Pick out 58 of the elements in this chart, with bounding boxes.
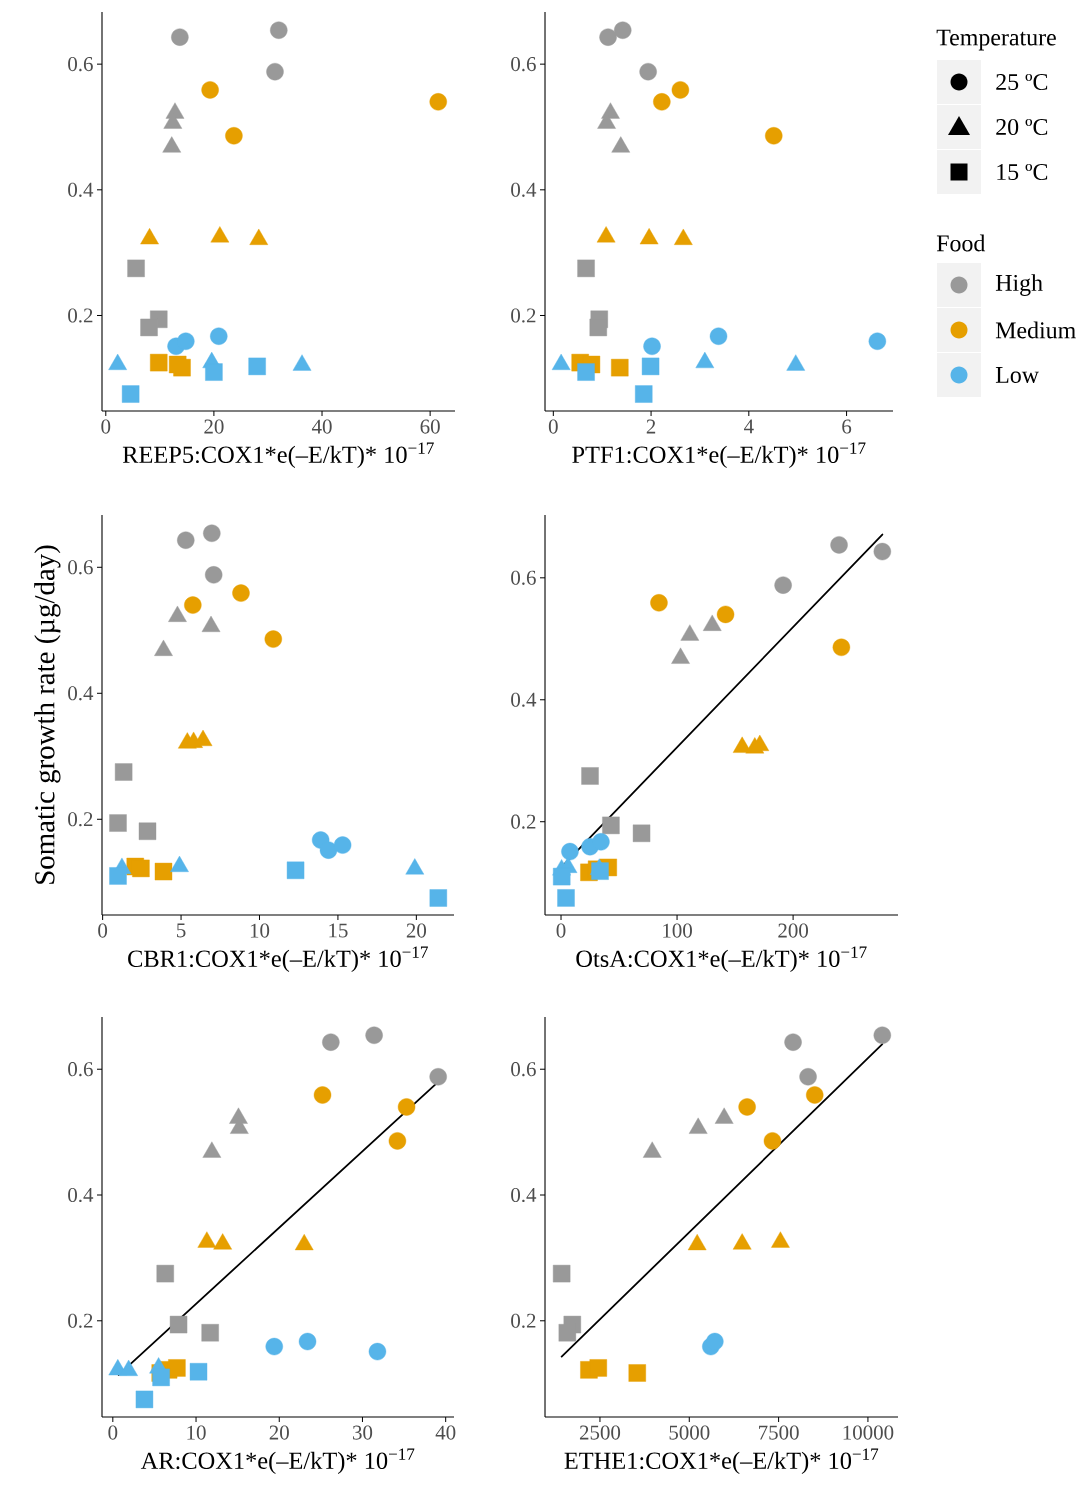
text: Medium [995,321,1076,339]
y-tick-label: 0.4 [68,182,94,197]
y-tick-label: 0.4 [511,182,537,197]
x-axis-title: REEP5:COX1*e(–E/kT)* 10$^{−17}$ [122,442,434,468]
x-tick-label: 30 [353,1425,373,1440]
y-tick-label: 0.4 [511,1187,537,1203]
x-axis-title: OtsA:COX1*e(–E/kT)* 10$^{−17}$ [576,946,867,972]
x-tick-label: 2 [646,419,656,434]
x-tick-label: 6 [842,419,852,434]
x-tick-label: 10 [187,1425,206,1440]
x-tick-label: 5 [177,923,186,938]
y-tick-label: 0.6 [511,570,536,585]
x-tick-label: 0 [108,1425,118,1440]
x-tick-label: 40 [435,1425,456,1440]
y-tick-label: 0.2 [68,308,93,323]
x-axis-title: ETHE1:COX1*e(–E/kT)* 10$^{−17}$ [564,1448,879,1474]
x-tick-label: 0 [556,923,566,938]
x-tick-label: 10 [250,923,270,938]
x-tick-label: 60 [420,419,440,434]
x-tick-label: 7500 [759,1425,799,1440]
x-tick-label: 4 [744,419,754,434]
x-tick-label: 20 [406,923,427,938]
x-tick-label: 0 [548,419,558,434]
text: High [995,274,1043,296]
text: 20 ºC [996,118,1048,136]
x-tick-label: 20 [269,1425,289,1440]
text: Low [995,367,1039,383]
y-tick-label: 0.2 [511,308,536,323]
x-tick-label: 40 [311,419,332,434]
x-tick-label: 200 [778,923,809,938]
x-axis-title: AR:COX1*e(–E/kT)* 10$^{−17}$ [140,1448,415,1474]
y-tick-label: 0.6 [68,57,93,72]
y-tick-label: 0.2 [68,1313,93,1328]
x-tick-label: 20 [204,419,224,434]
y-tick-label: 0.6 [511,1062,536,1077]
text: Food [936,234,986,252]
text: Temperature [936,29,1056,51]
y-tick-label: 0.2 [68,812,93,827]
x-axis-title: PTF1:COX1*e(–E/kT)* 10$^{−17}$ [572,442,866,468]
y-tick-label: 0.2 [511,1313,536,1328]
y-tick-label: 0.6 [68,1062,93,1077]
y-tick-label: 0.6 [511,57,536,72]
y-tick-label: 0.4 [68,1187,94,1203]
x-tick-label: 0 [101,419,111,434]
y-tick-label: 0.6 [68,560,93,575]
x-tick-label: 15 [329,923,348,938]
x-axis-title: CBR1:COX1*e(–E/kT)* 10$^{−17}$ [128,946,428,972]
y-tick-label: 0.4 [511,692,537,707]
y-axis-title: Somatic growth rate (µg/day) [34,545,61,884]
x-tick-label: 5000 [669,1425,710,1440]
y-tick-label: 0.4 [68,686,94,701]
x-tick-label: 100 [663,923,692,938]
x-tick-label: 0 [98,923,108,938]
text: 15 ºC [997,163,1048,181]
x-tick-label: 10000 [843,1425,894,1440]
y-tick-label: 0.2 [511,814,536,829]
text: 25 ºC [996,73,1048,91]
x-tick-label: 2500 [579,1425,621,1440]
